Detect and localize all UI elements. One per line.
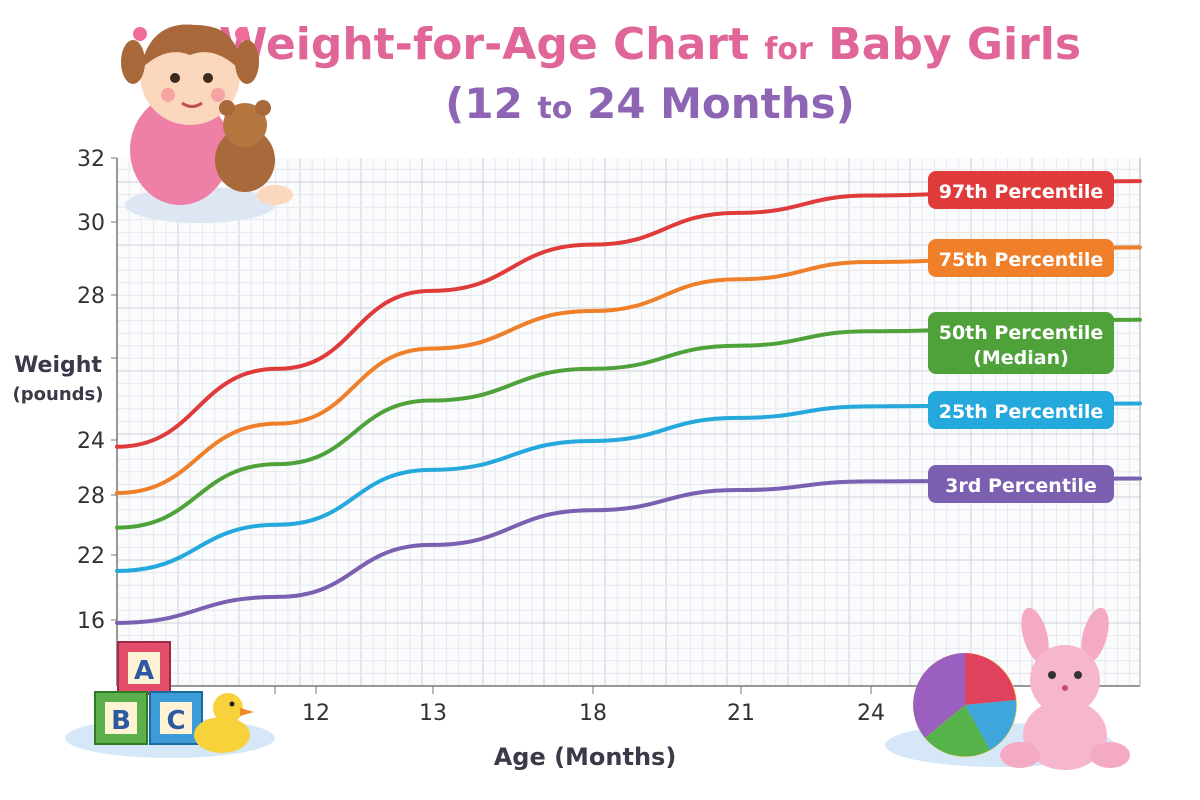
series-line-4 [115, 401, 1142, 573]
ball-and-bunny-illustration [885, 607, 1130, 770]
block-letter: B [111, 706, 131, 736]
title-part: Weight-for-Age Chart [218, 19, 750, 70]
series-line-5 [115, 476, 1142, 625]
legend-label: 75th Percentile [939, 249, 1104, 271]
x-axis-label: Age (Months) [494, 743, 677, 771]
y-tick-label: 30 [77, 211, 105, 236]
title-part: for [764, 32, 813, 67]
subtitle-part: 24 Months) [587, 79, 855, 128]
legend-badge [928, 391, 1114, 429]
title-part: Baby Girls [828, 19, 1082, 70]
y-tick-label: 16 [77, 609, 105, 634]
series-line-3 [115, 317, 1142, 530]
y-tick-label: 28 [77, 284, 105, 309]
x-tick-label: 21 [727, 701, 755, 726]
chart-subtitle: (12 to 24 Months) [0, 77, 1200, 136]
subtitle-part: to [537, 91, 573, 126]
baby-illustration [121, 24, 293, 223]
legend-badge [928, 239, 1114, 277]
x-tick-label: 24 [857, 701, 885, 726]
legend-badge [928, 171, 1114, 209]
legend: 97th Percentile 75th Percentile 50th Perce… [928, 171, 1114, 503]
blocks-illustration: A B C [65, 641, 275, 758]
subtitle-part: (12 [445, 79, 523, 128]
y-tick-label: 22 [77, 544, 105, 569]
series-line-1 [115, 179, 1142, 449]
y-tick-label: 32 [77, 147, 105, 172]
chart-title-block: Weight-for-Age Chart for Baby Girls (12 … [0, 18, 1200, 136]
legend-badge [928, 465, 1114, 503]
x-tick-label: 13 [419, 701, 447, 726]
legend-label: 3rd Percentile [945, 475, 1097, 497]
y-axis-label: Weight [14, 353, 102, 378]
chart-title: Weight-for-Age Chart for Baby Girls [0, 18, 1200, 77]
y-tick-label: 28 [77, 484, 105, 509]
legend-sublabel: (Median) [973, 347, 1069, 369]
y-axis-unit: (pounds) [13, 384, 104, 405]
legend-label: 25th Percentile [939, 401, 1104, 423]
axes: 32 30 28 24 28 22 16 12 13 18 21 24 [77, 147, 1141, 726]
x-tick-label: 12 [302, 701, 330, 726]
legend-label: 50th Percentile [939, 322, 1104, 344]
legend-label: 97th Percentile [939, 181, 1104, 203]
series-lines [115, 179, 1142, 625]
block-letter: C [166, 706, 185, 736]
y-tick-label: 24 [77, 429, 105, 454]
legend-badge [928, 312, 1114, 374]
series-line-2 [115, 245, 1142, 495]
x-tick-label: 18 [579, 701, 607, 726]
block-letter: A [134, 656, 154, 686]
